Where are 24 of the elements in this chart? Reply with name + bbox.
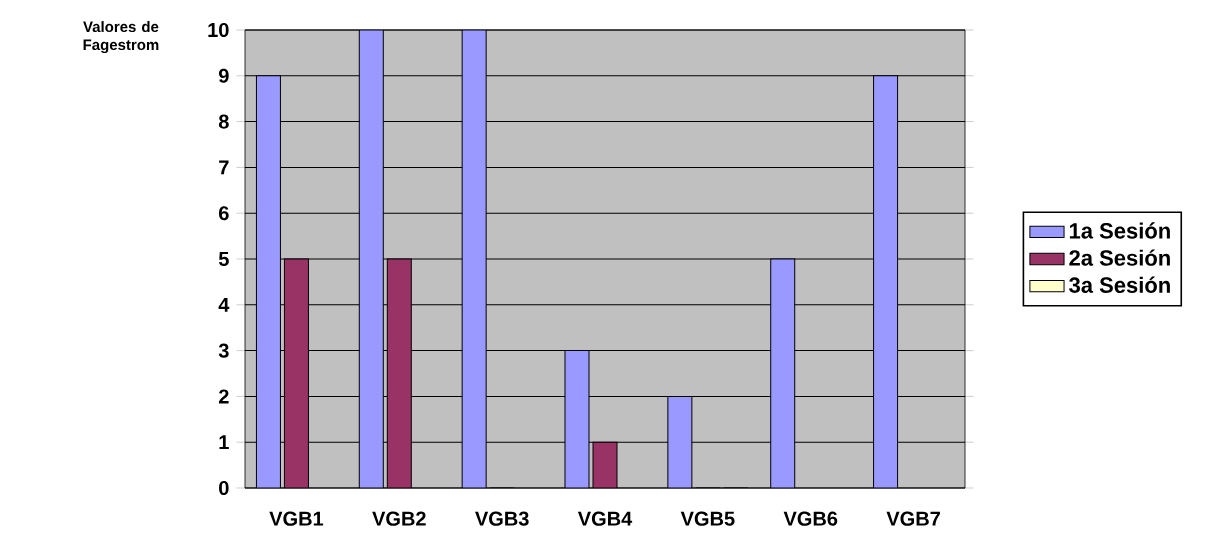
y-tick-label: 3 <box>218 343 229 358</box>
y-tick-label: 7 <box>219 160 229 175</box>
x-tick-label: VGB2 <box>372 511 426 526</box>
y-tick-label: 9 <box>218 68 229 83</box>
y-tick-label: 2 <box>218 389 229 404</box>
x-tick-label: VGB7 <box>886 511 940 526</box>
y-tick-label: 6 <box>219 206 229 221</box>
legend-label: 3a Sesión <box>1069 276 1170 293</box>
y-tick-label: 1 <box>219 435 229 450</box>
bar <box>386 258 412 488</box>
x-tick-label: VGB6 <box>783 511 838 526</box>
x-tick-label: VGB1 <box>269 511 324 526</box>
y-tick-label: 4 <box>218 297 230 312</box>
y-tick-label: 10 <box>208 22 229 38</box>
y-axis-title: Valores de Fagestrom <box>83 21 159 54</box>
y-tick-label: 8 <box>218 114 229 129</box>
x-tick-label: VGB4 <box>577 511 633 526</box>
legend-label: 2a Sesión <box>1069 249 1170 266</box>
bar <box>283 258 309 488</box>
y-tick-label: 0 <box>219 480 229 496</box>
y-tick-label: 5 <box>218 252 229 266</box>
x-tick-label: VGB3 <box>475 511 529 526</box>
x-tick-label: VGB5 <box>680 511 735 526</box>
legend-label: 1a Sesión <box>1069 222 1170 239</box>
